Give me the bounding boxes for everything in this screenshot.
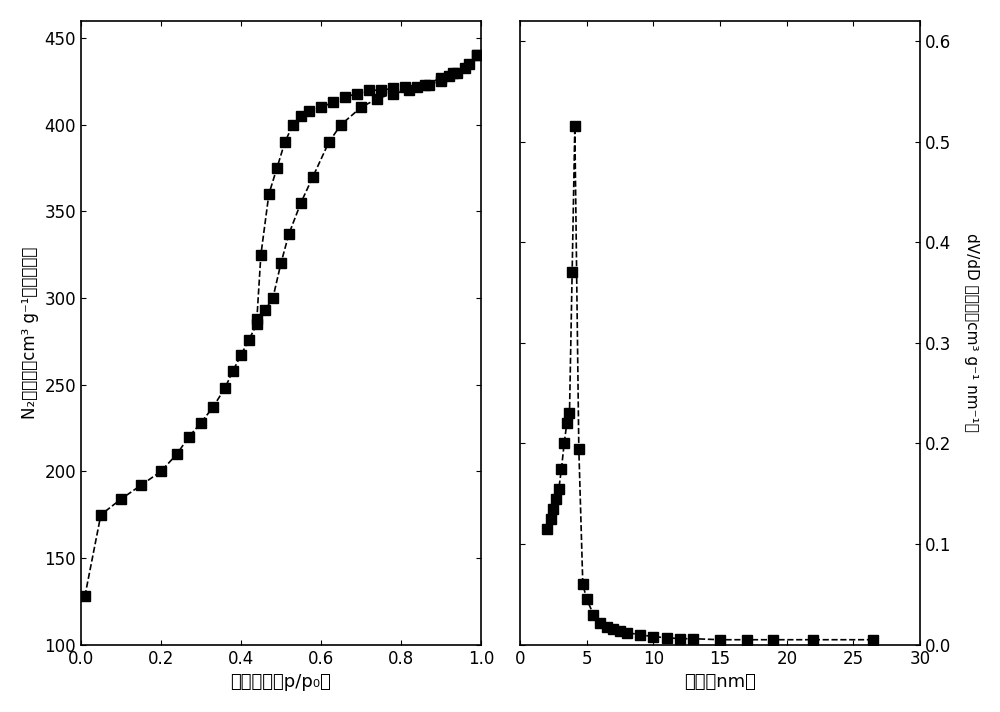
Y-axis label: dV/dD 孔体积（cm³ g⁻¹ nm⁻¹）: dV/dD 孔体积（cm³ g⁻¹ nm⁻¹） xyxy=(964,234,979,432)
X-axis label: 相对压力（p/p₀）: 相对压力（p/p₀） xyxy=(230,673,331,691)
Y-axis label: N₂吸附量（cm³ g⁻¹，标况下）: N₂吸附量（cm³ g⁻¹，标况下） xyxy=(21,246,39,419)
X-axis label: 孔径（nm）: 孔径（nm） xyxy=(684,673,756,691)
